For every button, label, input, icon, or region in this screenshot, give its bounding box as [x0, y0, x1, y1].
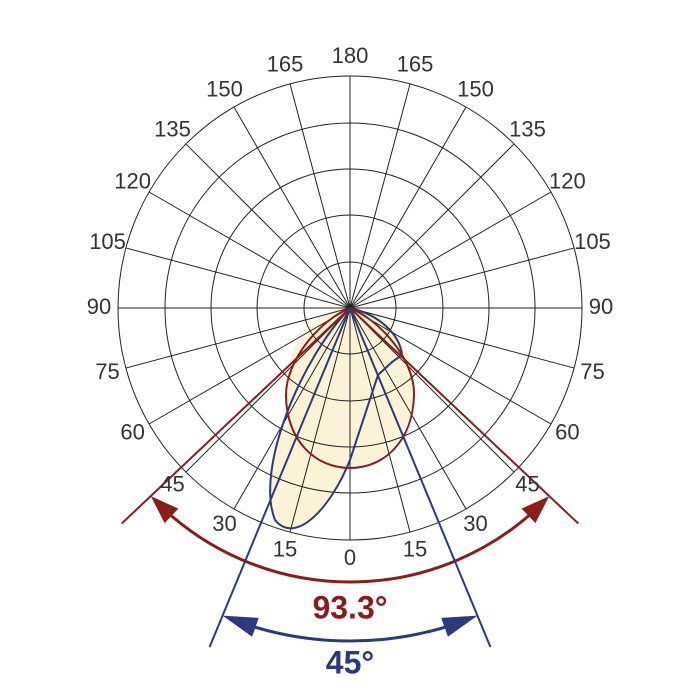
beam-arrowhead: [222, 615, 259, 637]
angle-label: 165: [397, 51, 434, 76]
angle-label: 15: [403, 536, 427, 561]
beam-angle-label: 45°: [326, 644, 374, 680]
angle-label: 165: [267, 51, 304, 76]
angle-label: 120: [114, 168, 151, 193]
angle-label: 45: [515, 471, 539, 496]
beam-line: [208, 307, 351, 648]
angle-label: 15: [273, 536, 297, 561]
grid-spoke: [185, 307, 351, 473]
angle-label: 90: [87, 294, 111, 319]
angle-label: 75: [95, 359, 119, 384]
red-curve: [284, 306, 416, 470]
grid-spoke: [349, 307, 411, 533]
angle-label: 60: [120, 419, 144, 444]
angle-label: 135: [154, 116, 191, 141]
grid-spoke: [349, 143, 515, 309]
beam-line: [349, 307, 580, 525]
grid-spoke: [125, 247, 351, 309]
grid-spoke: [289, 307, 351, 533]
angle-label: 45: [160, 471, 184, 496]
beam-arrowhead: [521, 496, 550, 524]
grid-spoke: [349, 191, 552, 309]
angle-label: 135: [509, 116, 546, 141]
grid-spoke: [349, 83, 411, 309]
angle-label: 30: [212, 511, 236, 536]
grid-spoke: [349, 307, 575, 369]
beam-angle-label: 93.3°: [312, 589, 387, 625]
beam-arc: [156, 501, 544, 584]
grid-spoke: [349, 247, 575, 309]
grid-spoke: [125, 307, 351, 369]
angle-label: 150: [206, 76, 243, 101]
grid-spoke: [148, 191, 351, 309]
angle-label: 90: [589, 294, 613, 319]
grid-spoke: [148, 307, 351, 425]
polar-grid: [117, 75, 583, 541]
angle-label: 105: [574, 229, 611, 254]
beam-line: [120, 307, 351, 525]
grid-spoke: [349, 307, 515, 473]
angle-label: 105: [89, 229, 126, 254]
beam-line: [349, 307, 492, 648]
beam-annotations: 93.3° 45°: [120, 307, 580, 680]
angle-label: 180: [332, 43, 369, 68]
beam-arrowhead: [441, 615, 478, 637]
angle-label: 60: [555, 419, 579, 444]
grid-spoke: [289, 83, 351, 309]
angle-label: 75: [580, 359, 604, 384]
grid-spoke: [185, 143, 351, 309]
angle-label: 30: [463, 511, 487, 536]
grid-spoke: [349, 307, 552, 425]
angle-label: 150: [457, 76, 494, 101]
grid-spoke: [233, 106, 351, 309]
grid-spoke: [349, 307, 467, 510]
beam-arrowhead: [150, 496, 179, 524]
grid-spoke: [233, 307, 351, 510]
angle-label: 0: [344, 545, 356, 570]
angle-label: 120: [549, 168, 586, 193]
beam-arc: [232, 618, 468, 643]
grid-spoke: [349, 106, 467, 309]
blue-curve: [269, 306, 404, 530]
